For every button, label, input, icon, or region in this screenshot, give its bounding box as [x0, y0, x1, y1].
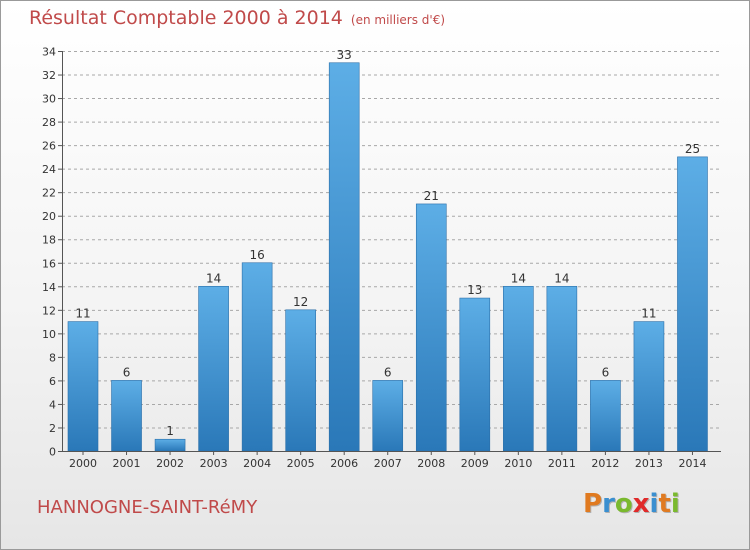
data-label-2009: 13	[467, 283, 482, 297]
logo-letter: t	[658, 489, 671, 519]
logo-letter: o	[614, 489, 633, 519]
logo-letter: P	[583, 489, 603, 519]
y-tick-label-6: 6	[49, 375, 56, 388]
chart-title: Résultat Comptable 2000 à 2014 (en millie…	[29, 7, 445, 29]
data-label-2003: 14	[206, 271, 221, 285]
logo-letter: i	[670, 489, 680, 519]
y-tick-label-0: 0	[49, 446, 56, 459]
data-label-2001: 6	[123, 365, 131, 379]
data-label-2005: 12	[293, 295, 308, 309]
bar-2004	[241, 262, 273, 452]
grid-layer	[62, 51, 721, 452]
bar-2012	[590, 380, 621, 452]
x-tick-label-2002: 2002	[156, 457, 184, 470]
bar-2011	[546, 285, 578, 452]
y-tick-label-32: 32	[42, 69, 56, 82]
y-tick-label-24: 24	[42, 163, 56, 176]
x-tick-label-2013: 2013	[635, 457, 663, 470]
x-tick-label-2009: 2009	[461, 457, 489, 470]
data-label-2002: 1	[166, 424, 174, 438]
proxiti-logo[interactable]: Proxiti	[583, 489, 680, 519]
x-tick-label-2010: 2010	[504, 457, 532, 470]
bar-2003	[198, 285, 229, 452]
axis-layer: 0246810121416182022242628303234112000620…	[42, 46, 721, 470]
x-tick-label-2000: 2000	[69, 457, 97, 470]
y-tick-label-18: 18	[42, 234, 56, 247]
bar-2007	[372, 380, 404, 452]
y-tick-label-26: 26	[42, 140, 56, 153]
chart-unit: (en milliers d'€)	[350, 13, 446, 27]
data-label-2006: 33	[337, 48, 352, 62]
y-tick-label-14: 14	[42, 281, 56, 294]
y-tick-label-20: 20	[42, 210, 56, 223]
y-tick-label-22: 22	[42, 187, 56, 200]
x-tick-label-2006: 2006	[330, 457, 358, 470]
data-label-2012: 6	[602, 365, 610, 379]
bar-2005	[285, 309, 316, 452]
bar-2013	[633, 321, 665, 452]
y-tick-label-4: 4	[49, 398, 56, 411]
x-tick-label-2011: 2011	[548, 457, 576, 470]
bar-2002	[154, 438, 186, 452]
bar-2009	[459, 297, 491, 452]
bar-2014	[677, 156, 708, 452]
x-tick-label-2003: 2003	[200, 457, 228, 470]
y-tick-label-30: 30	[42, 93, 56, 106]
x-tick-label-2012: 2012	[591, 457, 619, 470]
data-label-2008: 21	[424, 189, 439, 203]
x-tick-label-2007: 2007	[374, 457, 402, 470]
bar-2008	[415, 203, 447, 452]
logo-letter: x	[632, 489, 650, 519]
logo-letter: r	[602, 489, 615, 519]
data-label-2004: 16	[249, 248, 264, 262]
x-tick-label-2014: 2014	[678, 457, 706, 470]
data-label-2007: 6	[384, 365, 392, 379]
y-tick-label-10: 10	[42, 328, 56, 341]
place-name: HANNOGNE-SAINT-RéMY	[37, 497, 258, 518]
y-tick-label-2: 2	[49, 422, 56, 435]
x-tick-label-2005: 2005	[287, 457, 315, 470]
bar-2010	[503, 285, 534, 452]
data-label-2000: 11	[75, 307, 90, 321]
data-label-2014: 25	[685, 142, 700, 156]
bar-2001	[111, 380, 142, 452]
bars-layer	[67, 62, 708, 452]
y-tick-label-8: 8	[49, 351, 56, 364]
x-tick-label-2001: 2001	[113, 457, 141, 470]
bar-2006	[328, 62, 360, 452]
y-tick-label-12: 12	[42, 304, 56, 317]
data-label-2011: 14	[554, 271, 569, 285]
y-tick-label-34: 34	[42, 46, 56, 59]
x-tick-label-2008: 2008	[417, 457, 445, 470]
data-label-2010: 14	[511, 271, 526, 285]
logo-letter: i	[649, 489, 659, 519]
chart-title-text: Résultat Comptable 2000 à 2014	[29, 7, 343, 29]
y-tick-label-28: 28	[42, 116, 56, 129]
y-tick-label-16: 16	[42, 257, 56, 270]
x-tick-label-2004: 2004	[243, 457, 271, 470]
data-label-2013: 11	[641, 307, 656, 321]
bar-2000	[67, 321, 99, 452]
